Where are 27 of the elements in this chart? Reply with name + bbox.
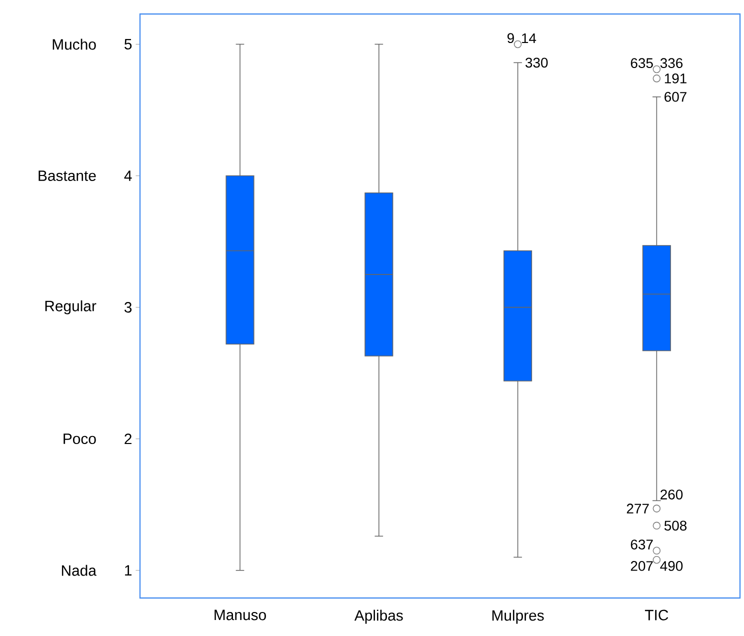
text: Nada bbox=[62, 564, 96, 576]
annotation: 330 bbox=[526, 58, 548, 68]
x-tick-label: TIC bbox=[644, 610, 668, 620]
text: Poco bbox=[64, 434, 96, 444]
x-tick-label: Aplibas bbox=[354, 610, 403, 624]
y-tick-label: 2 bbox=[124, 434, 132, 444]
annotation: 207 bbox=[630, 561, 653, 571]
text: Regular bbox=[45, 300, 96, 314]
y-tick-label: 5 bbox=[124, 39, 132, 50]
annotation: 490 bbox=[660, 561, 683, 571]
text: Bastante bbox=[38, 170, 96, 181]
annotation: 508 bbox=[664, 520, 687, 531]
annotation: 277 bbox=[626, 504, 649, 514]
annotation: 14 bbox=[522, 33, 536, 44]
text: Mucho bbox=[52, 38, 96, 50]
annotation: 635 bbox=[630, 58, 653, 68]
annotation: 637 bbox=[630, 540, 653, 550]
annotation: 260 bbox=[660, 490, 683, 500]
annotation: 607 bbox=[664, 92, 686, 102]
x-tick-label: Mulpres bbox=[492, 610, 544, 624]
annotation: 9 bbox=[507, 33, 514, 44]
annotation: 336 bbox=[660, 58, 683, 68]
x-tick-label: Manuso bbox=[214, 610, 266, 620]
y-tick-label: 3 bbox=[124, 302, 132, 313]
y-tick-label: 4 bbox=[124, 170, 132, 181]
y-tick-label: 1 bbox=[125, 565, 132, 576]
annotation: 191 bbox=[664, 73, 686, 84]
